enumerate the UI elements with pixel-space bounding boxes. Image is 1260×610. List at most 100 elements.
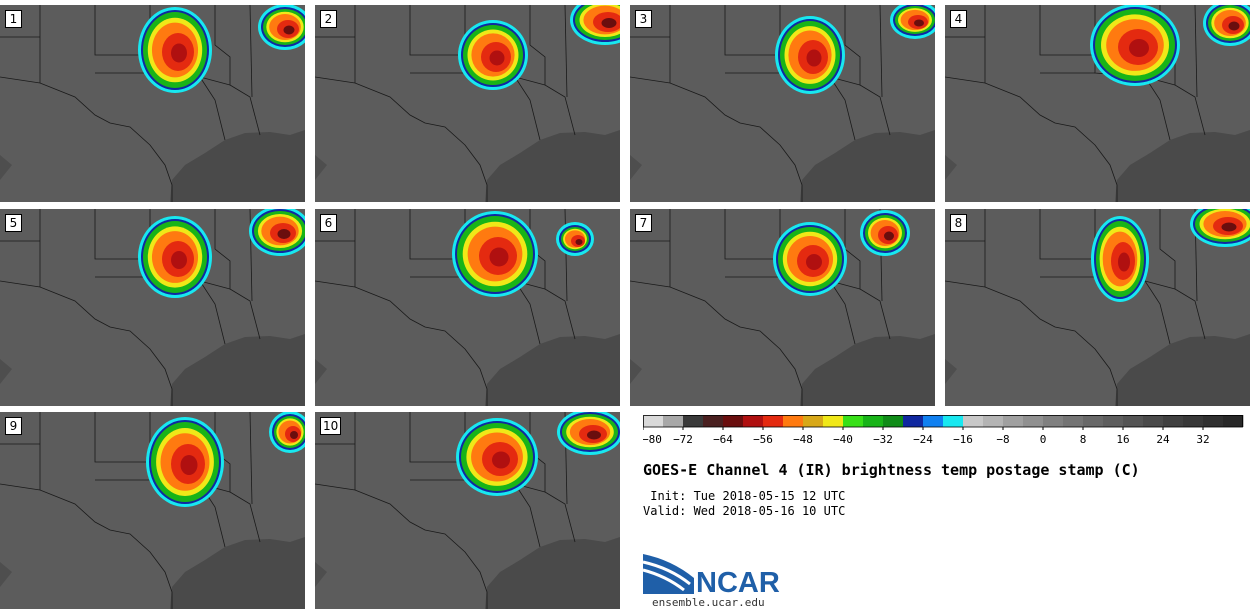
colorbar-tick-label: 32 [1196,433,1209,445]
border-line [199,76,226,141]
colorbar-swatch [883,415,904,427]
cloud-core [1118,252,1130,272]
cloud-core [575,239,583,245]
colorbar-swatch [1063,415,1084,427]
colorbar-swatch [823,415,844,427]
sea-area [315,562,327,587]
border-line [529,5,576,136]
border-line [1144,280,1171,345]
colorbar-swatch [983,415,1004,427]
cloud-core [1129,39,1149,57]
colorbar-swatch [1203,415,1224,427]
border-line [564,209,568,302]
colorbar-swatch [1043,415,1064,427]
member-number-badge: 3 [635,10,652,28]
cloud-core [806,49,822,67]
border-line [1194,5,1198,98]
map-svg [945,209,1250,406]
sea-area [0,359,12,384]
member-number-badge: 2 [320,10,337,28]
border-line [214,209,261,340]
gulf-of-mexico [170,334,305,406]
cloud-core [489,247,509,267]
sea-area [630,359,642,384]
border-line [945,280,1118,406]
sea-area [630,155,642,180]
member-number-badge: 10 [320,417,342,435]
colorbar-frame [643,415,1243,428]
cloud-core [283,25,295,35]
colorbar-swatch [843,415,864,427]
cloud-core [277,229,291,239]
colorbar-swatch [963,415,984,427]
cloud-core [914,19,924,27]
cloud-core [1221,222,1237,232]
member-number-badge: 1 [5,10,22,28]
border-line [0,280,173,406]
border-line [564,5,568,98]
border-line [249,5,253,98]
colorbar-swatch [903,415,924,427]
colorbar-swatch [763,415,784,427]
colorbar-swatch [743,415,764,427]
colorbar-swatch [1103,415,1124,427]
member-panel-4: 4 [945,5,1250,202]
colorbar-swatch [1023,415,1044,427]
border-line [1159,209,1206,340]
border-line [630,280,803,406]
border-line [945,76,1118,202]
colorbar-swatch [703,415,724,427]
border-line [1039,209,1095,260]
cloud-core [884,231,894,241]
colorbar-swatch [1123,415,1144,427]
border-line [829,76,856,141]
gulf-of-mexico [485,130,620,202]
ncar-logo-text: NCAR [696,567,780,596]
map-svg [630,209,935,406]
cloud-core [1228,21,1240,31]
border-line [879,5,883,98]
member-panel-6: 6 [315,209,620,406]
sea-area [315,155,327,180]
storm-clouds [458,5,620,90]
sea-area [945,359,957,384]
cloud-core [290,431,298,439]
colorbar-swatch [683,415,704,427]
map-svg [0,412,305,609]
gulf-of-mexico [485,537,620,609]
map-svg [945,5,1250,202]
cloud-core [489,50,505,66]
map-svg [0,5,305,202]
colorbar-tick-label: 16 [1116,433,1129,445]
storm-clouds [1090,5,1250,86]
border-line [214,5,261,136]
gulf-of-mexico [1115,130,1250,202]
border-line [199,280,226,345]
member-panel-10: 10 [315,412,620,609]
colorbar-tick-label: −40 [833,433,853,445]
border-line [844,5,891,136]
border-line [0,483,173,609]
sea-area [0,562,12,587]
colorbar-swatch [1003,415,1024,427]
ncar-logo: NCAR [642,554,780,596]
storm-clouds [138,5,305,93]
colorbar-tick-label: −8 [996,433,1009,445]
map-svg [630,5,935,202]
sea-area [315,359,327,384]
border-line [409,412,465,463]
member-panel-1: 1 [0,5,305,202]
border-line [94,209,150,260]
border-line [514,483,541,548]
colorbar-swatch [1083,415,1104,427]
colorbar-swatch [663,415,684,427]
gulf-of-mexico [170,130,305,202]
border-line [409,5,465,56]
colorbar-swatch [943,415,964,427]
member-panel-9: 9 [0,412,305,609]
sea-area [0,155,12,180]
member-number-badge: 4 [950,10,967,28]
figure-title: GOES-E Channel 4 (IR) brightness temp po… [643,461,1140,479]
gulf-of-mexico [485,334,620,406]
map-svg [315,412,620,609]
